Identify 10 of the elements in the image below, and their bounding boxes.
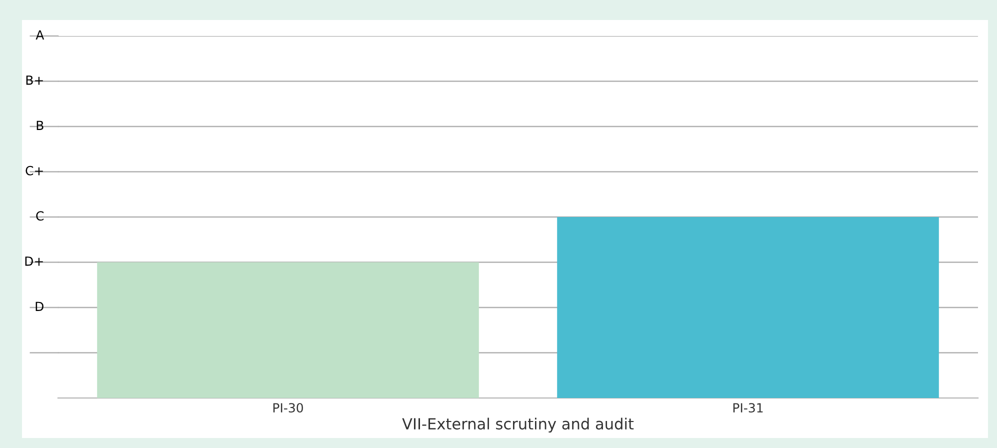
ref-line-label: C+ [26, 166, 43, 176]
ref-line-label: D [36, 302, 44, 311]
ref-line-label: D+ [25, 256, 43, 266]
x-tick-label: PI-30 [273, 403, 303, 413]
ref-line-label: B+ [26, 76, 43, 85]
ref-line-label: B [36, 120, 44, 130]
ref-line-label: C [36, 211, 44, 221]
x-tick-label: PI-31 [733, 403, 763, 413]
ref-line-label: A [36, 30, 44, 40]
x-axis-title: VII-External scrutiny and audit [402, 418, 634, 433]
